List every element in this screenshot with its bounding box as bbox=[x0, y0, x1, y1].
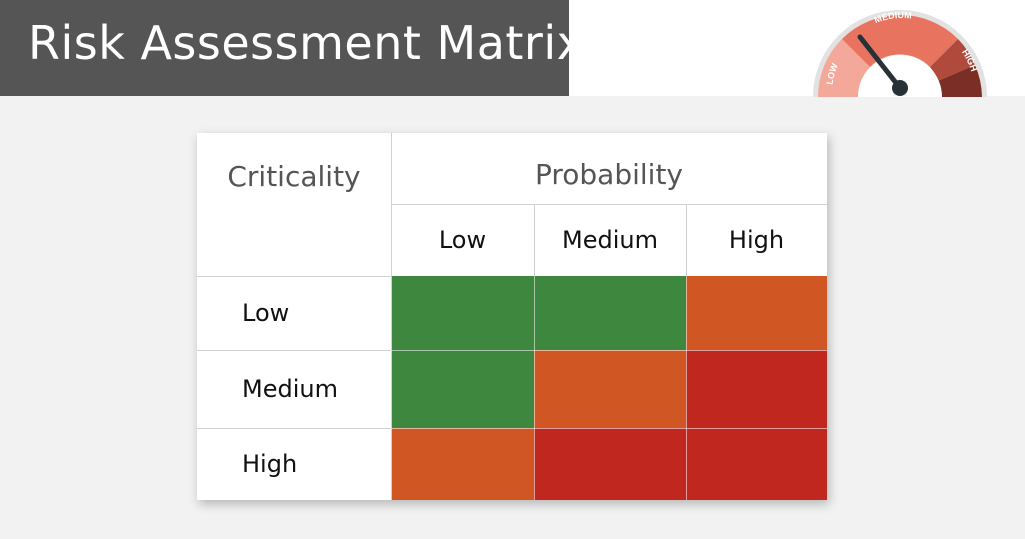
grid-line bbox=[391, 133, 392, 500]
gauge-segment-high bbox=[938, 65, 982, 97]
row-header-criticality: Criticality bbox=[227, 159, 361, 193]
grid-line bbox=[534, 276, 535, 500]
grid-line bbox=[686, 276, 687, 500]
grid-line bbox=[391, 204, 827, 205]
grid-line bbox=[534, 204, 535, 276]
risk-gauge-icon: LOW MEDIUM HIGH bbox=[813, 10, 987, 97]
title-bar: Risk Assessment Matrix bbox=[0, 0, 584, 96]
page-title: Risk Assessment Matrix bbox=[28, 16, 585, 70]
gauge-segment-medium-high bbox=[930, 39, 975, 81]
gauge-segment-low bbox=[818, 39, 870, 97]
grid-line bbox=[391, 350, 827, 351]
grid-line bbox=[197, 350, 391, 351]
grid-line bbox=[197, 428, 391, 429]
grid-line bbox=[197, 276, 391, 277]
risk-cell-medium-medium bbox=[534, 350, 686, 428]
risk-cell-high-high bbox=[686, 428, 827, 500]
col-header-probability: Probability bbox=[534, 157, 683, 191]
risk-cell-high-low bbox=[391, 428, 534, 500]
risk-cell-low-high bbox=[686, 276, 827, 350]
gauge-hub bbox=[892, 80, 908, 96]
risk-cell-medium-low bbox=[391, 350, 534, 428]
row-label-medium: Medium bbox=[242, 375, 338, 403]
risk-matrix: Criticality Probability Low Medium High … bbox=[197, 133, 827, 500]
gauge-needle bbox=[857, 34, 903, 91]
risk-cell-high-medium bbox=[534, 428, 686, 500]
row-label-low: Low bbox=[242, 299, 290, 327]
col-label-low: Low bbox=[438, 226, 487, 254]
col-label-high: High bbox=[728, 226, 785, 254]
grid-line bbox=[391, 428, 827, 429]
row-label-high: High bbox=[242, 450, 298, 478]
risk-cell-low-medium bbox=[534, 276, 686, 350]
risk-cell-low-low bbox=[391, 276, 534, 350]
col-label-medium: Medium bbox=[562, 226, 658, 254]
grid-line bbox=[686, 204, 687, 276]
risk-cell-medium-high bbox=[686, 350, 827, 428]
